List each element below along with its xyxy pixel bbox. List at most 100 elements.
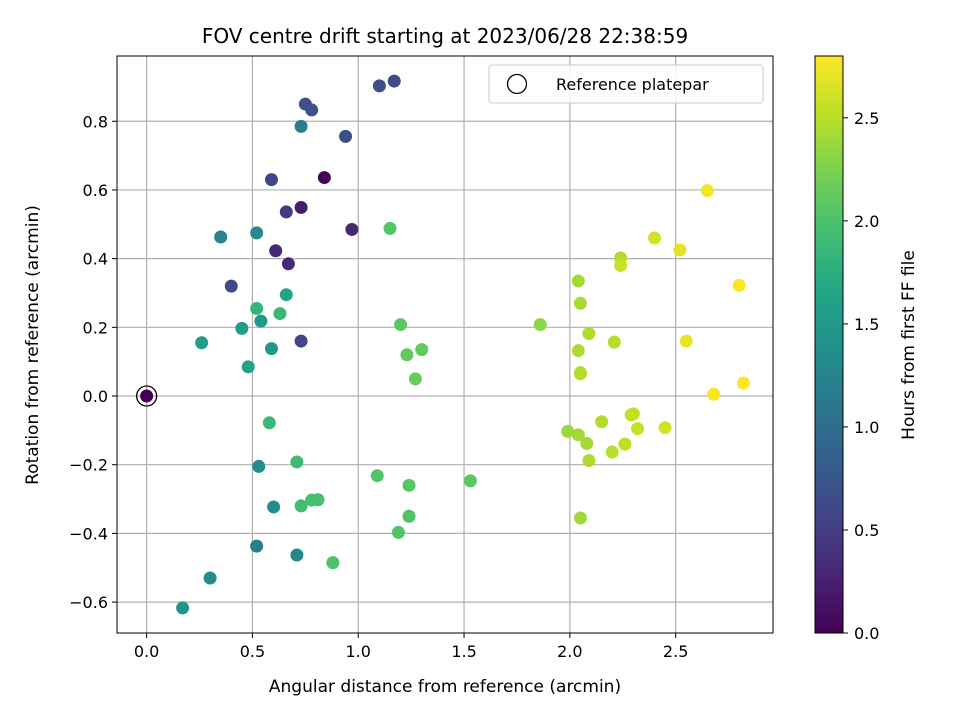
y-tick-label: 0.8 [83,112,108,131]
data-point-72 [679,334,693,348]
data-point-49 [561,424,575,438]
data-point-13 [372,79,386,93]
data-point-55 [573,296,587,310]
legend-label: Reference platepar [556,75,709,94]
data-point-3 [345,222,359,236]
data-point-14 [387,74,401,88]
data-point-37 [326,556,340,570]
data-point-20 [203,571,217,585]
y-tick-label: 0.4 [83,250,108,269]
data-point-39 [391,525,405,539]
data-point-23 [267,500,281,514]
data-point-31 [273,307,287,321]
data-point-32 [262,416,276,430]
data-point-9 [294,334,308,348]
data-point-19 [290,548,304,562]
data-point-18 [250,539,264,553]
colorbar-tick-label: 2.0 [854,212,879,231]
colorbar-label: Hours from first FF file [899,250,919,440]
data-point-68 [631,422,645,436]
data-point-45 [400,348,414,362]
data-point-74 [707,387,721,401]
legend-marker [506,73,528,95]
data-point-2 [294,200,308,214]
data-point-44 [394,318,408,332]
data-point-71 [673,243,687,257]
legend-box [488,64,764,104]
data-point-26 [235,321,249,335]
colorbar-gradient [815,56,843,633]
data-point-69 [647,231,661,245]
data-point-46 [415,343,429,357]
data-point-75 [732,278,746,292]
data-point-42 [463,474,477,488]
colorbar-tick-label: 1.5 [854,315,879,334]
data-point-50 [571,428,585,442]
x-tick-label: 0.0 [134,642,159,661]
data-point-36 [311,493,325,507]
colorbar-tick-label: 2.5 [854,109,879,128]
x-tick-label: 1.0 [346,642,371,661]
y-tick-label: −0.4 [69,524,108,543]
data-point-15 [294,119,308,133]
x-tick-label: 0.5 [240,642,265,661]
data-point-41 [402,478,416,492]
data-point-67 [626,407,640,421]
data-point-27 [195,336,209,350]
data-point-5 [281,257,295,271]
data-point-58 [573,367,587,381]
y-axis-ticks: −0.6 −0.4 −0.2 0.0 0.2 0.4 0.6 0.8 [69,112,117,612]
grid-lines [117,56,773,633]
data-point-16 [214,230,228,244]
x-tick-label: 1.5 [451,642,476,661]
data-point-61 [605,445,619,459]
data-point-38 [370,469,384,483]
data-point-1 [317,171,331,185]
data-point-52 [580,436,594,450]
chart-title: FOV centre drift starting at 2023/06/28 … [202,24,688,48]
data-point-62 [607,335,621,349]
x-tick-label: 2.5 [663,642,688,661]
data-point-10 [339,129,353,143]
data-point-54 [571,274,585,288]
colorbar-tick-label: 0.0 [854,624,879,643]
data-point-4 [269,244,283,258]
data-point-73 [700,184,714,198]
data-point-29 [279,288,293,302]
data-point-40 [402,509,416,523]
legend: Reference platepar [488,64,764,104]
data-point-65 [618,437,632,451]
data-point-25 [264,342,278,356]
y-tick-label: 0.0 [83,387,108,406]
data-point-70 [658,421,672,435]
data-point-60 [595,415,609,429]
colorbar: 0.0 0.5 1.0 1.5 2.0 2.5 Hours from first FF f… [814,55,919,643]
colorbar-ticks: 0.0 0.5 1.0 1.5 2.0 2.5 [843,109,879,643]
data-point-76 [736,376,750,390]
data-point-0 [140,389,154,403]
data-point-22 [252,459,266,473]
data-point-7 [264,173,278,187]
data-point-34 [294,499,308,513]
data-point-48 [533,318,547,332]
y-tick-label: −0.6 [69,593,108,612]
y-tick-label: 0.2 [83,318,108,337]
data-point-17 [250,226,264,240]
data-point-47 [408,372,422,386]
y-tick-label: 0.6 [83,181,108,200]
data-point-33 [290,455,304,469]
plot-area [116,55,774,634]
y-axis-label: Rotation from reference (arcmin) [23,205,43,485]
x-axis-label: Angular distance from reference (arcmin) [269,677,621,697]
data-point-43 [383,221,397,235]
data-point-56 [571,344,585,358]
data-point-53 [582,454,596,468]
data-point-30 [250,301,264,315]
data-points [135,74,750,615]
colorbar-tick-label: 1.0 [854,418,879,437]
data-point-59 [582,327,596,341]
reference-marker [135,385,158,407]
data-point-6 [279,205,293,219]
x-tick-label: 2.0 [557,642,582,661]
